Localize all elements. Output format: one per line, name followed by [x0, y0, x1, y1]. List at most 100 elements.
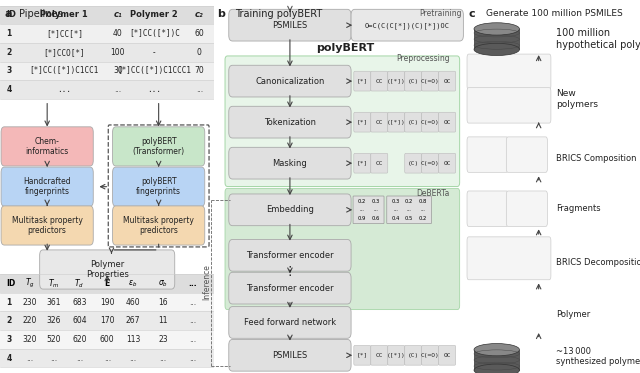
- Text: PSMILES: PSMILES: [272, 351, 308, 360]
- Text: 2: 2: [6, 316, 12, 325]
- Text: ...: ...: [50, 354, 57, 363]
- Text: 326: 326: [46, 316, 61, 325]
- Text: c₂: c₂: [195, 10, 204, 19]
- FancyBboxPatch shape: [371, 153, 388, 173]
- Text: ...: ...: [159, 354, 166, 363]
- Text: (C): (C): [408, 120, 419, 125]
- Text: ...: ...: [420, 207, 425, 212]
- Text: 604: 604: [72, 316, 86, 325]
- FancyBboxPatch shape: [40, 250, 175, 289]
- Text: ([*]): ([*]): [387, 120, 406, 125]
- Text: polyBERT
fingerprints: polyBERT fingerprints: [136, 177, 181, 197]
- Text: $\varepsilon_b$: $\varepsilon_b$: [128, 278, 138, 289]
- Text: 230: 230: [23, 298, 37, 307]
- Text: Pretraining: Pretraining: [420, 9, 462, 18]
- Text: ...: ...: [406, 207, 412, 212]
- Text: Transformer encoder: Transformer encoder: [246, 251, 333, 260]
- Text: c₁: c₁: [114, 10, 122, 19]
- Text: Tokenization: Tokenization: [264, 117, 316, 127]
- FancyBboxPatch shape: [474, 350, 520, 370]
- Bar: [0, 62, 214, 80]
- Text: ...: ...: [76, 354, 83, 363]
- Text: Handcrafted
fingerprints: Handcrafted fingerprints: [23, 177, 71, 197]
- Bar: [0, 43, 214, 62]
- Bar: [0, 80, 214, 99]
- Text: C(=O): C(=O): [421, 161, 440, 166]
- Text: 70: 70: [195, 66, 204, 75]
- Text: 23: 23: [158, 335, 168, 344]
- Text: 460: 460: [125, 298, 140, 307]
- FancyBboxPatch shape: [228, 9, 351, 41]
- Text: ...: ...: [129, 354, 136, 363]
- FancyBboxPatch shape: [225, 56, 460, 186]
- FancyBboxPatch shape: [113, 127, 205, 166]
- Text: 16: 16: [158, 298, 168, 307]
- Text: C(=O): C(=O): [421, 79, 440, 84]
- Text: Polymer
Properties: Polymer Properties: [86, 260, 129, 279]
- Text: 0.8: 0.8: [419, 199, 427, 204]
- Text: ...: ...: [189, 354, 196, 363]
- Text: 30: 30: [113, 66, 123, 75]
- Text: CC: CC: [376, 353, 383, 358]
- FancyBboxPatch shape: [354, 153, 371, 173]
- Text: Training polyBERT: Training polyBERT: [235, 9, 323, 19]
- Text: OC: OC: [444, 120, 451, 125]
- FancyBboxPatch shape: [438, 112, 456, 132]
- FancyBboxPatch shape: [506, 137, 547, 172]
- FancyBboxPatch shape: [438, 71, 456, 91]
- Text: Fragments: Fragments: [556, 204, 601, 213]
- Bar: [0, 24, 214, 43]
- FancyBboxPatch shape: [371, 71, 388, 91]
- Text: OC: OC: [444, 79, 451, 84]
- FancyBboxPatch shape: [388, 345, 404, 365]
- FancyBboxPatch shape: [467, 237, 551, 280]
- Text: 0.3: 0.3: [391, 199, 399, 204]
- Text: a: a: [4, 9, 12, 19]
- FancyBboxPatch shape: [1, 167, 93, 206]
- FancyBboxPatch shape: [354, 345, 371, 365]
- FancyBboxPatch shape: [228, 307, 351, 338]
- Text: 170: 170: [100, 316, 115, 325]
- Text: polyBERT
(Transformer): polyBERT (Transformer): [132, 137, 185, 156]
- Text: 361: 361: [46, 298, 61, 307]
- FancyBboxPatch shape: [422, 345, 438, 365]
- Text: Generate 100 million PSMILES: Generate 100 million PSMILES: [486, 9, 623, 18]
- Text: (C): (C): [408, 353, 419, 358]
- FancyBboxPatch shape: [438, 153, 456, 173]
- Text: 600: 600: [100, 335, 115, 344]
- Text: b: b: [218, 9, 225, 19]
- Text: C(=O): C(=O): [421, 120, 440, 125]
- Text: 0: 0: [197, 48, 202, 57]
- FancyBboxPatch shape: [404, 71, 422, 91]
- Text: ...: ...: [359, 207, 364, 212]
- FancyBboxPatch shape: [422, 71, 438, 91]
- FancyBboxPatch shape: [354, 71, 371, 91]
- FancyBboxPatch shape: [228, 65, 351, 97]
- FancyBboxPatch shape: [225, 188, 460, 310]
- FancyBboxPatch shape: [351, 9, 463, 41]
- Ellipse shape: [474, 364, 520, 373]
- Text: [*]CC([*])C: [*]CC([*])C: [129, 29, 180, 38]
- FancyBboxPatch shape: [354, 112, 371, 132]
- Text: 3: 3: [6, 335, 12, 344]
- FancyBboxPatch shape: [388, 112, 404, 132]
- Ellipse shape: [474, 344, 520, 356]
- FancyBboxPatch shape: [371, 112, 388, 132]
- Text: DeBERTa: DeBERTa: [416, 189, 450, 198]
- Text: $\sigma_b$: $\sigma_b$: [158, 278, 168, 289]
- Text: 190: 190: [100, 298, 115, 307]
- Text: Polymer: Polymer: [556, 310, 590, 319]
- Text: PSMILES: PSMILES: [272, 21, 308, 30]
- Text: Feed forward network: Feed forward network: [244, 318, 336, 327]
- Text: ...: ...: [189, 279, 197, 288]
- Text: 0.3: 0.3: [371, 199, 380, 204]
- Bar: [0, 330, 214, 349]
- Bar: [0, 274, 214, 293]
- Text: New
polymers: New polymers: [556, 89, 598, 109]
- Text: 1: 1: [6, 29, 12, 38]
- FancyBboxPatch shape: [467, 137, 508, 172]
- Text: [*]: [*]: [356, 120, 368, 125]
- Text: Chem-
informatics: Chem- informatics: [26, 137, 68, 156]
- Text: [*]: [*]: [356, 353, 368, 358]
- FancyBboxPatch shape: [387, 196, 431, 224]
